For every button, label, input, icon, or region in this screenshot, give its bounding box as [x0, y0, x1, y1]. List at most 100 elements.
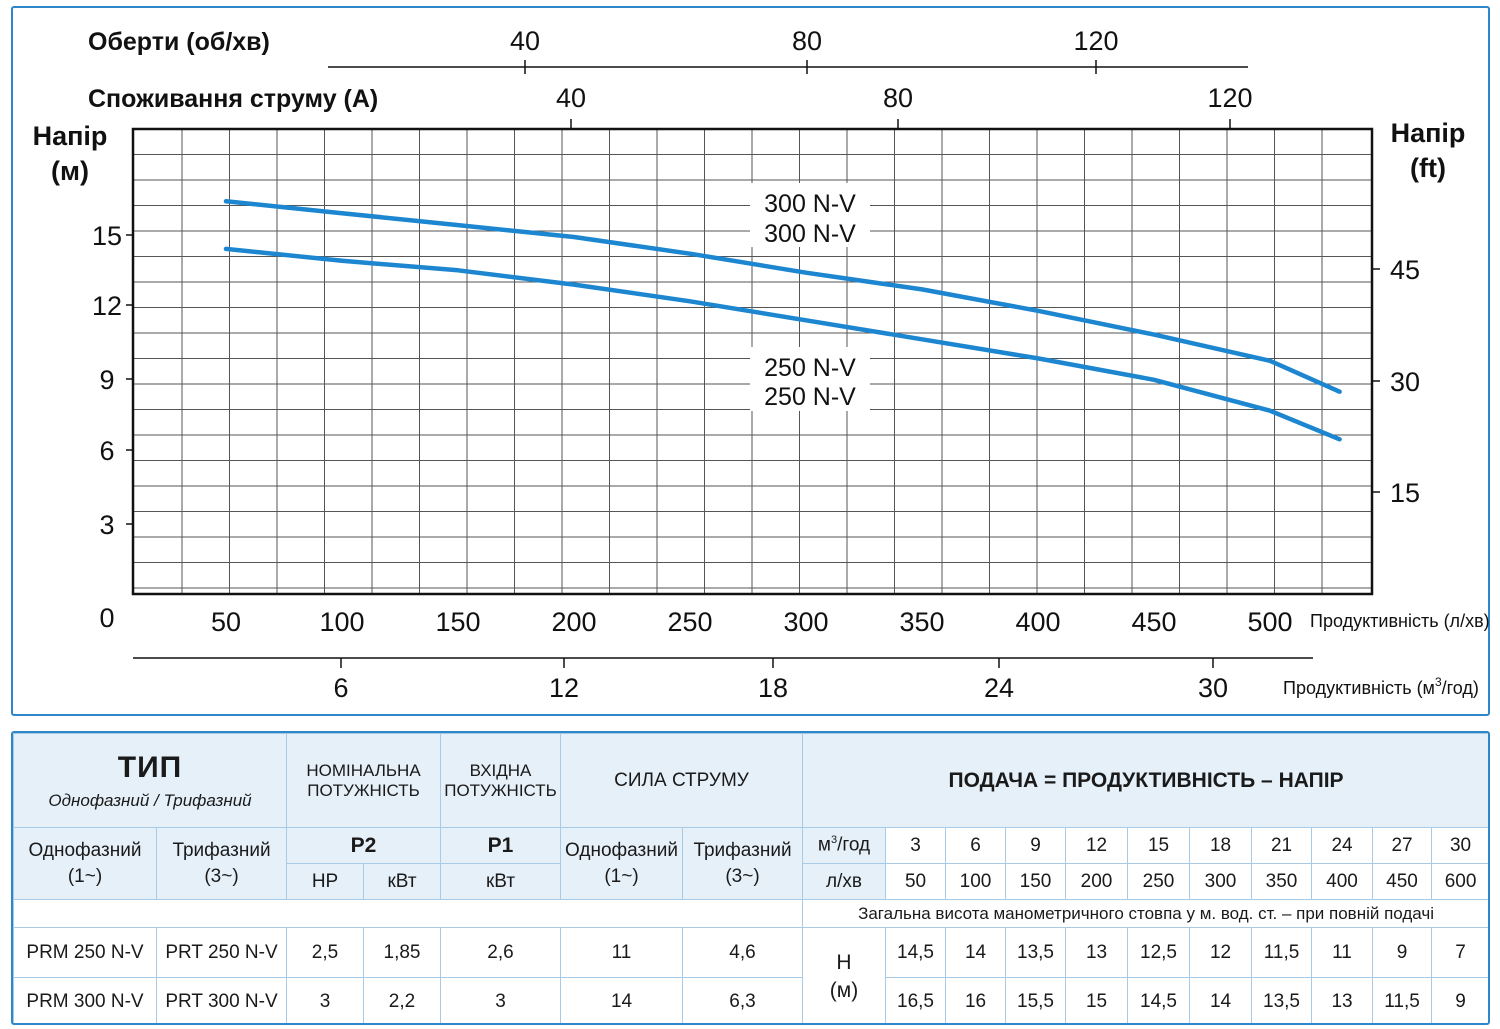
bottom-tick-label: 350 [899, 607, 944, 637]
flow-lmin-cell: 100 [945, 863, 1007, 900]
row-current-single: 14 [560, 977, 684, 1023]
current-header: СИЛА СТРУМУ [560, 733, 804, 828]
bottom-axis-label: Продуктивність (л/хв) [1310, 611, 1490, 631]
head-cell: 13,5 [1251, 977, 1313, 1023]
input-power-l2: ПОТУЖНІСТЬ [444, 780, 557, 800]
head-cell: 14 [945, 927, 1007, 978]
head-cell: 16,5 [885, 977, 947, 1023]
head-cell: 11,5 [1372, 977, 1433, 1023]
bottom-tick-label: 250 [667, 607, 712, 637]
left-axis-unit: (м) [51, 156, 89, 186]
m3h-ticks: 6 12 18 24 30 [333, 658, 1228, 703]
head-cell: 13,5 [1005, 927, 1067, 978]
row-current-three: 4,6 [682, 927, 804, 978]
flow-lmin-cell: 150 [1005, 863, 1067, 900]
flow-lmin-cell: 250 [1127, 863, 1191, 900]
flow-m3h-cell: 18 [1189, 827, 1253, 864]
nominal-power-l1: НОМІНАЛЬНА [306, 760, 421, 780]
single-phase-header: Однофазний (1~) [13, 827, 157, 900]
current-tick-label: 120 [1207, 83, 1252, 113]
series-label-300-a: 300 N-V [764, 190, 856, 218]
blank-cell [13, 899, 804, 928]
rpm-tick-label: 120 [1073, 26, 1118, 56]
head-cell: 11,5 [1251, 927, 1313, 978]
left-ticks: 15 12 9 6 3 0 [92, 221, 133, 633]
current-single-code: (1~) [604, 865, 639, 887]
row-single-model: PRM 250 N-V [13, 927, 157, 978]
spec-table: ТИП Однофазний / Трифазний НОМІНАЛЬНА ПО… [13, 733, 1488, 1023]
m3h-tick-label: 30 [1198, 673, 1228, 703]
flow-m3h-cell: 24 [1311, 827, 1374, 864]
p1-header: P1 [440, 827, 562, 864]
tip-header: ТИП Однофазний / Трифазний [13, 733, 288, 828]
p2-header: P2 [286, 827, 442, 864]
input-power-l1: ВХІДНА [469, 760, 532, 780]
h-label: H [836, 950, 852, 974]
m3h-axis-label: Продуктивність (м3/год) [1283, 675, 1479, 698]
m3h-tick-label: 6 [333, 673, 348, 703]
h-label-cell: H (м) [802, 927, 887, 1023]
left-tick-label: 9 [99, 365, 114, 395]
tip-title: ТИП [117, 750, 183, 784]
series-label-250-a: 250 N-V [764, 354, 856, 382]
delivery-header: ПОДАЧА = ПРОДУКТИВНІСТЬ – НАПІР [802, 733, 1488, 828]
current-three-code: (3~) [725, 865, 760, 887]
series-label-bg-300 [750, 183, 870, 247]
head-cell: 14,5 [885, 927, 947, 978]
rpm-tick-label: 80 [792, 26, 822, 56]
bottom-tick-label: 200 [551, 607, 596, 637]
head-cell: 15 [1065, 977, 1129, 1023]
nominal-power-l2: ПОТУЖНІСТЬ [307, 780, 420, 800]
right-tick-label: 15 [1390, 478, 1420, 508]
bottom-tick-label: 100 [319, 607, 364, 637]
current-three-header: Трифазний (3~) [682, 827, 804, 900]
flow-lmin-cell: 50 [885, 863, 947, 900]
current-single-label: Однофазний [565, 839, 678, 861]
m3h-tick-label: 18 [758, 673, 788, 703]
flow-m3h-cell: 6 [945, 827, 1007, 864]
rpm-axis-label: Оберти (об/хв) [88, 28, 270, 56]
single-phase-code: (1~) [67, 865, 103, 887]
head-cell: 9 [1372, 927, 1433, 978]
kw-p1-header: кВт [440, 863, 562, 900]
left-tick-label: 12 [92, 291, 122, 321]
tip-subtitle: Однофазний / Трифазний [48, 790, 252, 810]
head-cell: 14 [1189, 977, 1253, 1023]
spec-table-panel: ТИП Однофазний / Трифазний НОМІНАЛЬНА ПО… [11, 731, 1490, 1025]
flow-m3h-cell: 27 [1372, 827, 1433, 864]
curve-300-n-v [223, 199, 1342, 394]
series-label-250-b: 250 N-V [764, 383, 856, 411]
current-ticks: 40 80 120 [556, 83, 1253, 129]
row-p1: 2,6 [440, 927, 562, 978]
three-phase-code: (3~) [204, 865, 239, 887]
bottom-tick-label: 150 [435, 607, 480, 637]
flow-m3h-cell: 30 [1431, 827, 1488, 864]
flow-m3h-cell: 21 [1251, 827, 1313, 864]
head-cell: 13 [1065, 927, 1129, 978]
nominal-power-header: НОМІНАЛЬНА ПОТУЖНІСТЬ [286, 733, 442, 828]
right-ticks: 45 30 15 [1372, 255, 1420, 508]
three-phase-header: Трифазний (3~) [155, 827, 288, 900]
bottom-tick-label: 50 [211, 607, 241, 637]
right-axis-title: Напір [1391, 118, 1466, 148]
performance-chart: Оберти (об/хв) 40 80 120 Споживання струму… [33, 26, 1490, 703]
head-cell: 12 [1189, 927, 1253, 978]
head-cell: 11 [1311, 927, 1374, 978]
head-note: Загальна висота манометричного стовпа у … [802, 899, 1488, 928]
m3h-tick-label: 24 [984, 673, 1014, 703]
left-tick-label: 0 [99, 603, 114, 633]
head-cell: 7 [1431, 927, 1488, 978]
h-unit: (м) [829, 978, 859, 1002]
current-three-label: Трифазний [693, 839, 792, 861]
flow-m3h-cell: 12 [1065, 827, 1129, 864]
current-tick-label: 40 [556, 83, 586, 113]
row-hp: 3 [286, 977, 365, 1023]
flow-m3h-cell: 3 [885, 827, 947, 864]
bottom-tick-label: 450 [1131, 607, 1176, 637]
row-current-single: 11 [560, 927, 684, 978]
row-p1: 3 [440, 977, 562, 1023]
bottom-ticks: 50 100 150 200 250 300 350 400 450 500 [211, 607, 1293, 637]
flow-m3h-cell: 9 [1005, 827, 1067, 864]
flow-lmin-cell: 350 [1251, 863, 1313, 900]
row-kw: 1,85 [363, 927, 442, 978]
